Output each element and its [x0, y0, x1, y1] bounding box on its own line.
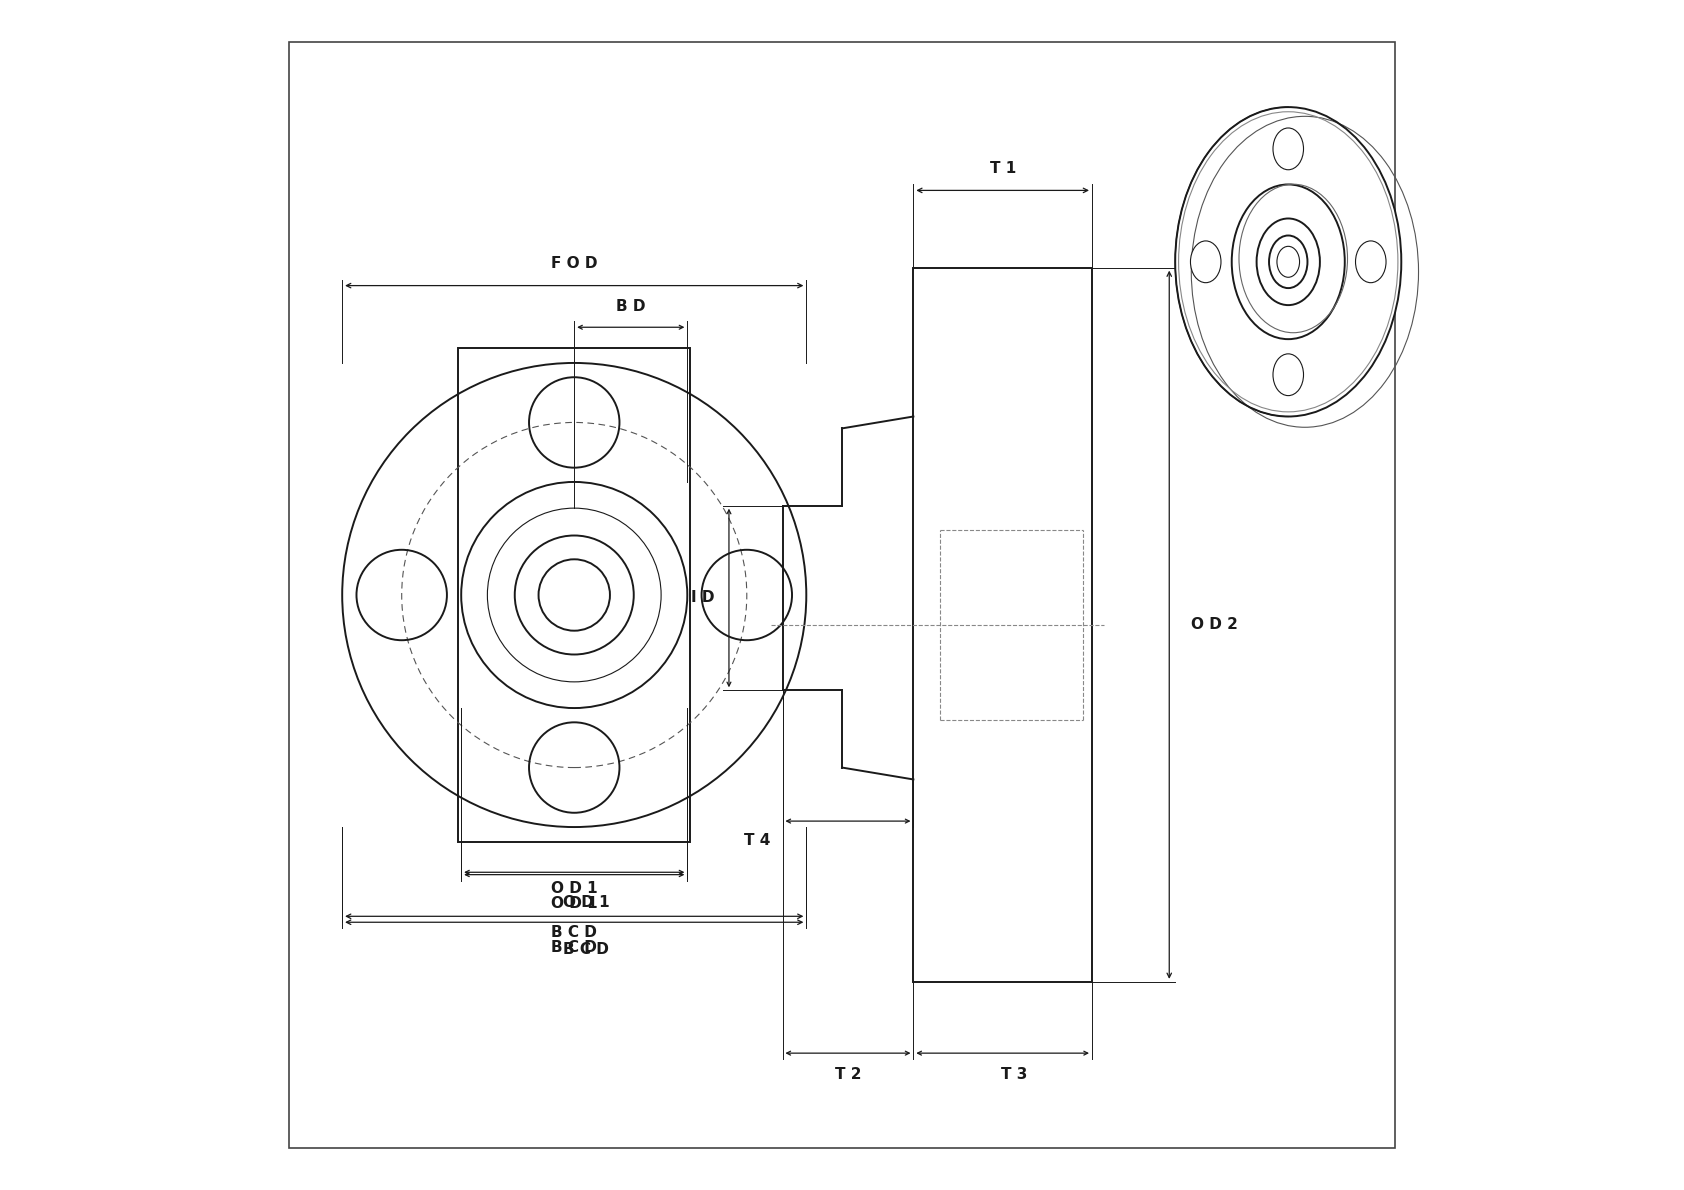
Ellipse shape [1270, 236, 1307, 288]
Text: B C D: B C D [551, 925, 598, 940]
Text: O D 1: O D 1 [551, 896, 598, 912]
Text: O D 1: O D 1 [551, 881, 598, 896]
Text: B D: B D [616, 299, 645, 314]
Text: B C D: B C D [562, 942, 610, 958]
Ellipse shape [1231, 184, 1346, 339]
Ellipse shape [1256, 219, 1320, 305]
Text: O D 1: O D 1 [562, 895, 610, 910]
Ellipse shape [1273, 353, 1303, 395]
Ellipse shape [1191, 240, 1221, 283]
Text: B C D: B C D [551, 940, 598, 956]
Ellipse shape [1356, 240, 1386, 283]
Text: T 1: T 1 [990, 161, 1015, 176]
Ellipse shape [1273, 129, 1303, 170]
Text: F O D: F O D [551, 256, 598, 271]
Text: T 3: T 3 [1002, 1067, 1027, 1083]
Text: T 4: T 4 [744, 833, 771, 848]
Text: I D: I D [690, 590, 714, 606]
Text: O D 2: O D 2 [1191, 618, 1238, 632]
Ellipse shape [1175, 107, 1401, 416]
Text: T 2: T 2 [835, 1067, 861, 1083]
